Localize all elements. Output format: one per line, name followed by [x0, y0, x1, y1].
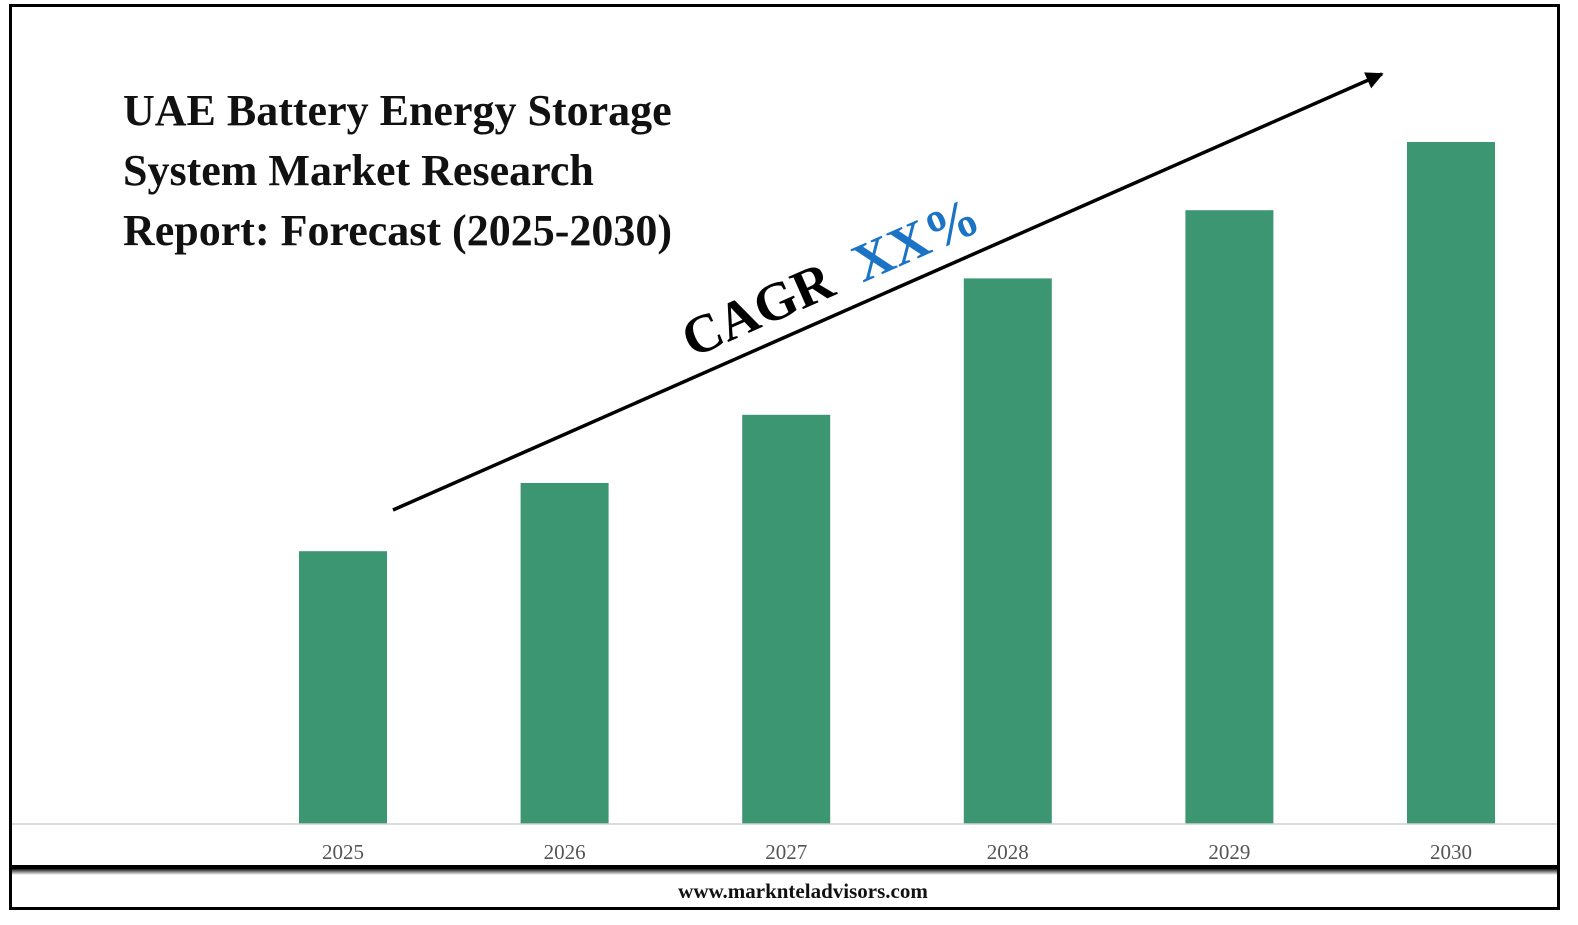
chart-title-line-1: UAE Battery Energy Storage — [123, 86, 672, 135]
x-tick-label-2028: 2028 — [987, 840, 1029, 864]
cagr-label: CAGR — [673, 250, 844, 369]
chart-frame: UAE Battery Energy Storage System Market… — [9, 4, 1560, 910]
x-tick-label-2025: 2025 — [322, 840, 364, 864]
chart-title-line-2: System Market Research — [123, 146, 594, 195]
x-tick-label-2026: 2026 — [544, 840, 586, 864]
chart-title-line-3: Report: Forecast (2025-2030) — [123, 206, 672, 255]
bar-2027 — [742, 414, 831, 824]
x-axis-tick-labels: 2025 2026 2027 2028 2029 2030 — [322, 840, 1472, 864]
chart-title: UAE Battery Energy Storage System Market… — [123, 86, 672, 255]
x-tick-label-2030: 2030 — [1430, 840, 1472, 864]
footer-divider-shadow — [12, 869, 1557, 875]
trend-arrow — [392, 72, 1384, 512]
cagr-annotation: CAGR XX% — [673, 186, 989, 369]
cagr-value: XX% — [843, 186, 988, 294]
x-tick-label-2029: 2029 — [1208, 840, 1250, 864]
x-tick-label-2027: 2027 — [765, 840, 807, 864]
bar-2026 — [520, 483, 609, 824]
bar-series — [299, 142, 1495, 824]
bar-2028 — [963, 278, 1052, 824]
bar-chart: UAE Battery Energy Storage System Market… — [12, 72, 1557, 903]
bar-2025 — [299, 551, 387, 824]
bar-2029 — [1185, 210, 1274, 824]
bar-2030 — [1407, 142, 1495, 824]
footer-website: www.marknteladvisors.com — [678, 879, 928, 903]
